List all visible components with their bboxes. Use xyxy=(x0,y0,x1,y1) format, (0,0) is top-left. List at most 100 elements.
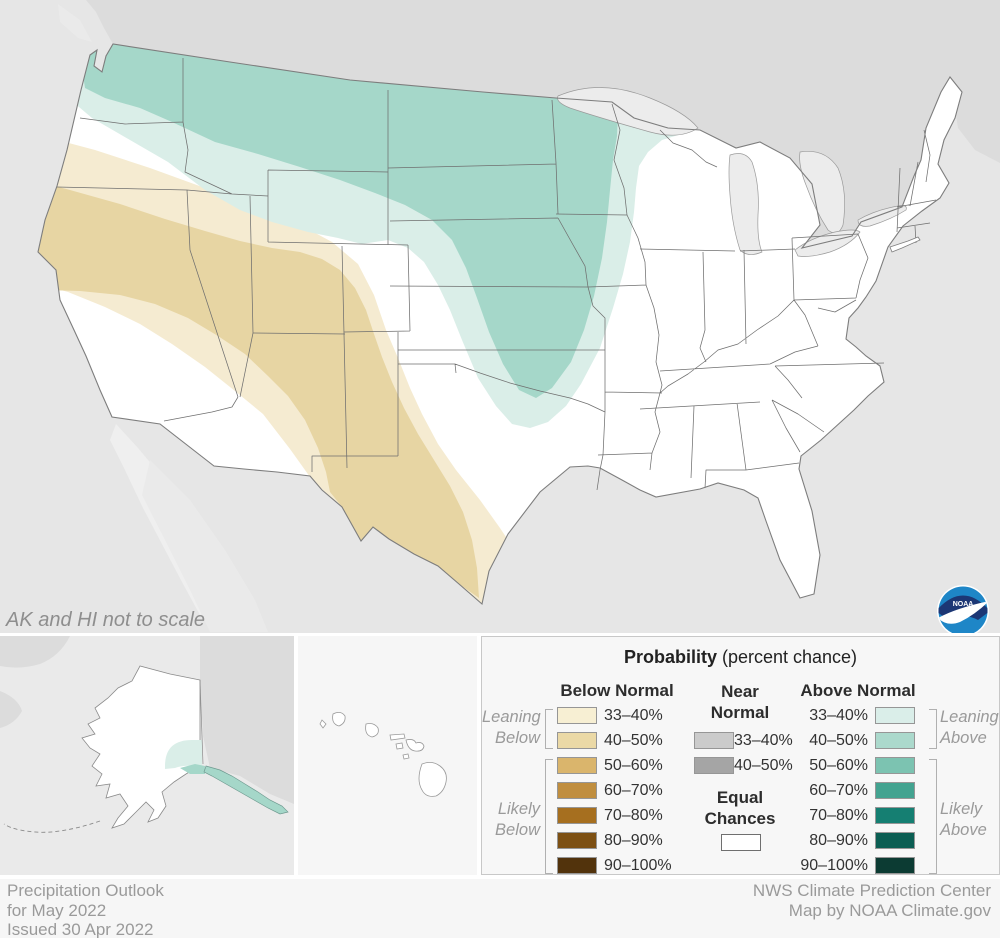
legend-equal-line2: Chances xyxy=(704,809,776,828)
lake-superior xyxy=(557,87,699,136)
legend-title-rest: (percent chance) xyxy=(721,647,858,667)
legend-range-label: 90–100% xyxy=(800,856,868,874)
lake-michigan xyxy=(728,153,763,255)
legend-row: 90–100% xyxy=(798,857,915,874)
legend-equal-chances-label: Equal Chances xyxy=(690,787,790,829)
label-likely-below: Likely Below xyxy=(482,799,540,841)
legend-swatch xyxy=(557,732,597,749)
legend-swatch xyxy=(557,782,597,799)
footer-credit: NWS Climate Prediction Center Map by NOA… xyxy=(753,881,991,920)
footer-credit-line: NWS Climate Prediction Center xyxy=(752,881,991,900)
footer-title-line: Precipitation Outlook xyxy=(7,881,164,900)
label-line: Likely xyxy=(497,800,540,818)
island-kauai xyxy=(332,712,346,727)
legend-range-label: 40–50% xyxy=(604,731,663,749)
legend-row: 70–80% xyxy=(557,807,672,824)
legend-swatch xyxy=(694,732,734,749)
footer-title: Precipitation Outlook for May 2022 Issue… xyxy=(7,881,164,938)
russia-land-2 xyxy=(0,691,22,728)
legend-row: 33–40% xyxy=(557,707,672,724)
state-borders xyxy=(56,58,937,491)
legend-row: 70–80% xyxy=(798,807,915,824)
footer: Precipitation Outlook for May 2022 Issue… xyxy=(0,879,1000,938)
label-line: Above xyxy=(940,821,987,839)
legend-range-label: 70–80% xyxy=(604,806,663,824)
legend-swatch xyxy=(875,757,915,774)
legend-row: 50–60% xyxy=(557,757,672,774)
legend-row: 80–90% xyxy=(798,832,915,849)
ak-canada-border xyxy=(199,679,204,765)
legend-title-bold: Probability xyxy=(623,647,717,667)
legend-range-label: 33–40% xyxy=(809,706,868,724)
russia-land xyxy=(0,636,70,668)
island-molokai xyxy=(389,733,406,741)
legend-swatch xyxy=(875,857,915,874)
island-maui xyxy=(405,739,425,752)
legend-range-label: 33–40% xyxy=(604,706,663,724)
label-line: Below xyxy=(495,821,540,839)
sonora-land xyxy=(142,460,268,632)
legend-range-label: 40–50% xyxy=(809,731,868,749)
legend-equal-chances-swatch xyxy=(721,834,761,851)
island-niihau xyxy=(319,719,327,729)
legend-below-rows: 33–40% 40–50% 50–60% 60–70% 70–80% 80–90% 90–1… xyxy=(557,707,672,882)
probability-bands xyxy=(38,44,712,604)
label-likely-above: Likely Above xyxy=(940,799,1000,841)
legend-row: 33–40% xyxy=(694,732,793,749)
label-leaning-above: Leaning Above xyxy=(940,707,1000,749)
hawaii-inset-map xyxy=(298,636,477,875)
legend-range-label: 50–60% xyxy=(809,756,868,774)
legend-row: 40–50% xyxy=(798,732,915,749)
legend-range-label: 60–70% xyxy=(809,781,868,799)
legend-swatch xyxy=(557,857,597,874)
legend-equal-line1: Equal xyxy=(716,788,764,807)
band-below-40-50 xyxy=(38,178,479,598)
legend-above-rows: 33–40% 40–50% 50–60% 60–70% 70–80% 80–90% 90–1… xyxy=(798,707,915,882)
legend-row: 50–60% xyxy=(798,757,915,774)
legend-row: 40–50% xyxy=(557,732,672,749)
legend-row: 60–70% xyxy=(798,782,915,799)
legend-swatch xyxy=(875,732,915,749)
vancouver-island xyxy=(58,4,92,42)
footer-credit-line: Map by NOAA Climate.gov xyxy=(788,900,991,920)
label-line: Below xyxy=(495,729,540,747)
island-oahu xyxy=(365,723,379,738)
label-line: Above xyxy=(940,729,987,747)
canada-land-inset xyxy=(200,636,294,804)
legend-swatch xyxy=(557,807,597,824)
legend-near-rows: 33–40% 40–50% xyxy=(694,732,793,782)
legend-title: Probability (percent chance) xyxy=(482,647,999,668)
legend-swatch xyxy=(557,832,597,849)
legend-row: 90–100% xyxy=(557,857,672,874)
legend-range-label: 90–100% xyxy=(604,856,672,874)
legend-row: 33–40% xyxy=(798,707,915,724)
legend-near-header-line1: Near xyxy=(721,682,759,701)
band-above-40-50 xyxy=(65,44,622,398)
legend-range-label: 70–80% xyxy=(809,806,868,824)
noaa-logo: NOAA xyxy=(937,585,989,633)
alaska-mainland xyxy=(81,665,201,829)
island-kahoolawe xyxy=(402,753,410,760)
scale-note: AK and HI not to scale xyxy=(5,609,205,631)
long-island xyxy=(889,236,921,253)
bracket-likely-below xyxy=(545,759,553,874)
legend-below-header: Below Normal xyxy=(560,681,674,700)
bracket-leaning-below xyxy=(545,709,553,749)
legend-near-header: Near Normal xyxy=(690,681,790,723)
footer-issued-line: Issued 30 Apr 2022 xyxy=(7,920,154,938)
legend-range-label: 50–60% xyxy=(604,756,663,774)
legend-swatch xyxy=(875,707,915,724)
ak-above-33-40 xyxy=(165,740,202,769)
legend-swatch xyxy=(875,832,915,849)
legend-range-label: 80–90% xyxy=(604,831,663,849)
legend-range-label: 33–40% xyxy=(734,731,793,749)
canada-land xyxy=(86,0,1000,248)
lake-ontario xyxy=(857,205,907,227)
legend-row: 60–70% xyxy=(557,782,672,799)
legend-range-label: 80–90% xyxy=(809,831,868,849)
label-line: Likely xyxy=(940,800,983,818)
hi-background xyxy=(298,636,477,875)
legend-swatch xyxy=(557,757,597,774)
conus-map: AK and HI not to scale NOAA xyxy=(0,0,1000,633)
